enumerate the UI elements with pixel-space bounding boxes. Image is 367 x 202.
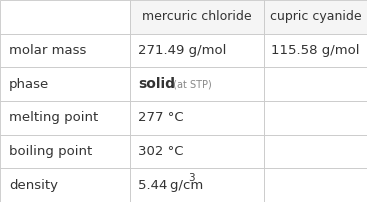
Text: 277 °C: 277 °C [138,111,184,124]
Text: density: density [9,179,58,192]
Bar [264,0,367,34]
Text: boiling point: boiling point [9,145,92,158]
Bar [264,135,367,168]
Text: cupric cyanide: cupric cyanide [270,10,361,23]
Text: 3: 3 [189,173,195,183]
Bar [264,168,367,202]
Bar [0,34,130,67]
Text: phase: phase [9,78,50,91]
Text: 5.44 g/cm: 5.44 g/cm [138,179,204,192]
Bar [264,101,367,135]
Text: 302 °C: 302 °C [138,145,184,158]
Text: 271.49 g/mol: 271.49 g/mol [138,44,227,57]
Bar [130,67,264,101]
Bar [130,168,264,202]
Text: melting point: melting point [9,111,98,124]
Bar [0,0,130,34]
Bar [130,101,264,135]
Bar [0,101,130,135]
Text: mercuric chloride: mercuric chloride [142,10,252,23]
Bar [264,34,367,67]
Text: molar mass: molar mass [9,44,87,57]
Bar [0,135,130,168]
Text: 115.58 g/mol: 115.58 g/mol [271,44,360,57]
Text: (at STP): (at STP) [170,79,211,89]
Text: solid: solid [138,77,175,91]
Bar [130,34,264,67]
Bar [0,168,130,202]
Bar [130,135,264,168]
Bar [0,67,130,101]
Bar [264,67,367,101]
Bar [130,0,264,34]
